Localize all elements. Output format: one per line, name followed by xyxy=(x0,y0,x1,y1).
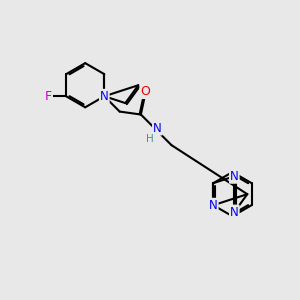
Text: N: N xyxy=(230,206,239,218)
Text: H: H xyxy=(146,134,154,144)
Text: F: F xyxy=(45,90,52,103)
Text: N: N xyxy=(209,199,218,212)
Text: N: N xyxy=(153,122,162,135)
Text: N: N xyxy=(100,90,109,103)
Text: N: N xyxy=(230,170,239,183)
Text: O: O xyxy=(140,85,150,98)
